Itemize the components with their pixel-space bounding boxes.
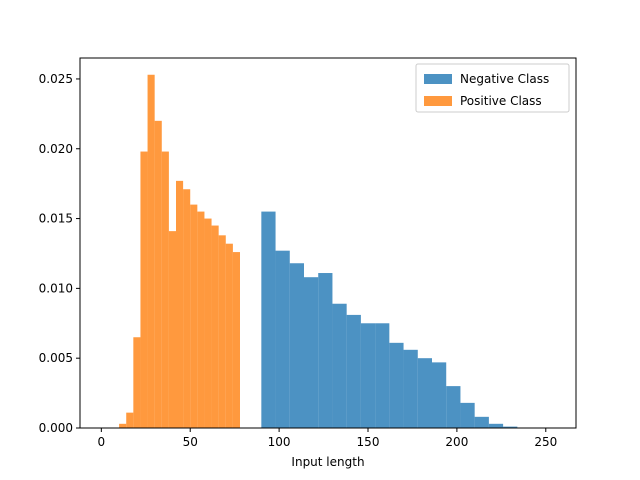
series-positive — [119, 74, 240, 429]
x-tick-label: 50 — [183, 435, 198, 449]
y-tick-label: 0.015 — [39, 212, 73, 226]
legend-label: Positive Class — [460, 94, 542, 108]
histogram-bar — [432, 362, 447, 428]
y-tick-label: 0.005 — [39, 351, 73, 365]
x-tick-label: 200 — [445, 435, 468, 449]
histogram-bar — [261, 211, 276, 428]
legend-swatch — [424, 96, 452, 106]
histogram-bar — [318, 273, 333, 428]
y-tick-label: 0.020 — [39, 142, 73, 156]
histogram-bar — [161, 151, 169, 428]
legend-box — [415, 63, 570, 113]
histogram-bar — [503, 426, 518, 428]
histogram-bar — [147, 74, 155, 429]
histogram-bar — [119, 423, 127, 428]
histogram-bar — [126, 412, 134, 428]
plot-area — [119, 74, 532, 429]
histogram-bar — [275, 250, 290, 428]
histogram-bar — [204, 218, 212, 428]
histogram-bar — [232, 252, 240, 428]
histogram-bar — [225, 243, 233, 428]
histogram-bar — [346, 314, 361, 428]
x-tick-label: 100 — [268, 435, 291, 449]
x-axis: 0 50 100 150 200 250 — [98, 428, 557, 449]
x-tick-label: 250 — [534, 435, 557, 449]
histogram-bar — [218, 235, 226, 428]
histogram-bar — [474, 416, 489, 428]
histogram-bar — [289, 263, 304, 428]
legend-label: Negative Class — [460, 72, 549, 86]
histogram-bar — [446, 386, 461, 428]
histogram-bar — [133, 337, 141, 428]
x-tick-label: 150 — [357, 435, 380, 449]
axes-frame — [79, 57, 577, 429]
histogram-bar — [183, 189, 191, 428]
y-tick-label: 0.010 — [39, 281, 73, 295]
histogram-bar — [154, 120, 162, 428]
histogram-bar — [197, 211, 205, 428]
series-negative — [261, 211, 532, 428]
histogram-bar — [168, 231, 176, 428]
histogram-bar — [403, 349, 418, 428]
y-axis: 0.000 0.005 0.010 0.015 0.020 0.025 — [39, 72, 80, 435]
histogram-bar — [176, 180, 184, 428]
y-tick-label: 0.025 — [39, 72, 73, 86]
legend: Negative Class Positive Class — [415, 63, 570, 113]
histogram-bar — [304, 277, 319, 428]
histogram-bar — [417, 358, 432, 428]
histogram-bar — [211, 225, 219, 428]
y-tick-label: 0.000 — [39, 421, 73, 435]
legend-swatch — [424, 74, 452, 84]
x-axis-label: Input length — [291, 455, 364, 469]
histogram-bar — [140, 151, 148, 428]
histogram-bar — [488, 423, 504, 428]
histogram-bar — [460, 402, 475, 428]
histogram-bar — [190, 204, 198, 428]
x-tick-label: 0 — [98, 435, 106, 449]
histogram-bar — [375, 323, 390, 428]
histogram-bar — [332, 303, 347, 428]
histogram-bar — [360, 323, 376, 428]
histogram-bar — [389, 342, 404, 428]
